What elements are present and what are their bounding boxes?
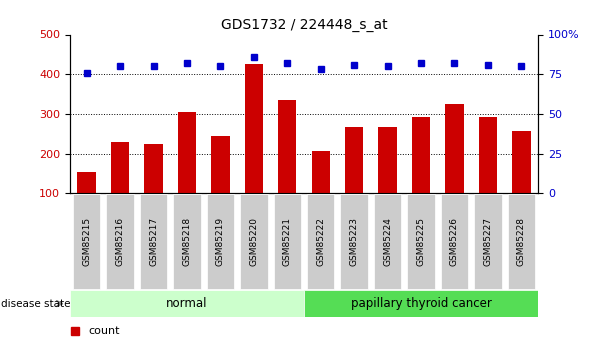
- Bar: [111, 142, 130, 193]
- FancyBboxPatch shape: [508, 194, 535, 289]
- Text: disease state: disease state: [1, 299, 71, 308]
- Text: GSM85217: GSM85217: [149, 217, 158, 266]
- FancyBboxPatch shape: [304, 290, 538, 317]
- FancyBboxPatch shape: [73, 194, 100, 289]
- Text: GSM85226: GSM85226: [450, 217, 459, 266]
- FancyBboxPatch shape: [274, 194, 301, 289]
- FancyBboxPatch shape: [70, 290, 304, 317]
- Bar: [311, 151, 330, 193]
- Title: GDS1732 / 224448_s_at: GDS1732 / 224448_s_at: [221, 18, 387, 32]
- Text: GSM85220: GSM85220: [249, 217, 258, 266]
- Text: normal: normal: [166, 297, 208, 310]
- Text: GSM85223: GSM85223: [350, 217, 359, 266]
- FancyBboxPatch shape: [307, 194, 334, 289]
- Text: GSM85225: GSM85225: [416, 217, 426, 266]
- Bar: [512, 131, 531, 193]
- Text: GSM85216: GSM85216: [116, 217, 125, 266]
- Text: GSM85224: GSM85224: [383, 217, 392, 266]
- FancyBboxPatch shape: [207, 194, 234, 289]
- Text: GSM85228: GSM85228: [517, 217, 526, 266]
- Text: GSM85219: GSM85219: [216, 217, 225, 266]
- FancyBboxPatch shape: [140, 194, 167, 289]
- Bar: [77, 172, 96, 193]
- Text: count: count: [89, 326, 120, 336]
- Text: GSM85227: GSM85227: [483, 217, 492, 266]
- FancyBboxPatch shape: [441, 194, 468, 289]
- Bar: [412, 117, 430, 193]
- Text: GSM85218: GSM85218: [182, 217, 192, 266]
- FancyBboxPatch shape: [340, 194, 368, 289]
- FancyBboxPatch shape: [374, 194, 401, 289]
- FancyBboxPatch shape: [240, 194, 268, 289]
- FancyBboxPatch shape: [474, 194, 502, 289]
- Text: GSM85222: GSM85222: [316, 217, 325, 266]
- Bar: [378, 127, 397, 193]
- FancyBboxPatch shape: [173, 194, 201, 289]
- Text: papillary thyroid cancer: papillary thyroid cancer: [351, 297, 491, 310]
- Bar: [345, 127, 364, 193]
- Bar: [211, 137, 230, 193]
- Text: GSM85221: GSM85221: [283, 217, 292, 266]
- FancyBboxPatch shape: [407, 194, 435, 289]
- FancyBboxPatch shape: [106, 194, 134, 289]
- Bar: [445, 104, 464, 193]
- Bar: [278, 100, 297, 193]
- Bar: [244, 64, 263, 193]
- Bar: [478, 117, 497, 193]
- Bar: [178, 112, 196, 193]
- Bar: [144, 145, 163, 193]
- Text: GSM85215: GSM85215: [82, 217, 91, 266]
